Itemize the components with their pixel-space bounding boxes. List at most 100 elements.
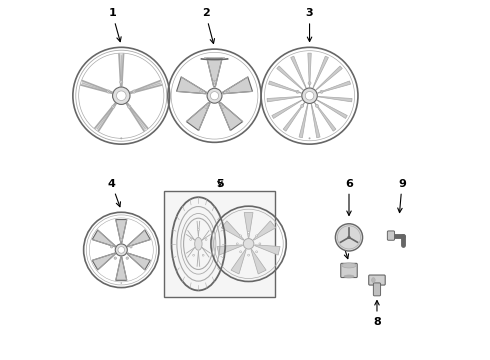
Polygon shape — [127, 230, 150, 247]
Circle shape — [126, 257, 128, 259]
Circle shape — [305, 91, 314, 100]
Circle shape — [226, 90, 229, 93]
Circle shape — [206, 106, 207, 108]
Polygon shape — [119, 54, 123, 86]
Circle shape — [247, 231, 249, 234]
Circle shape — [115, 258, 116, 259]
Polygon shape — [299, 104, 308, 138]
Circle shape — [247, 254, 249, 256]
Circle shape — [222, 106, 223, 108]
Polygon shape — [318, 81, 350, 93]
Circle shape — [256, 235, 258, 237]
Circle shape — [202, 255, 204, 256]
Polygon shape — [308, 53, 311, 87]
Polygon shape — [81, 81, 112, 93]
Circle shape — [236, 243, 238, 245]
Circle shape — [112, 105, 115, 108]
Circle shape — [127, 258, 128, 259]
Circle shape — [190, 239, 192, 240]
Ellipse shape — [371, 278, 375, 282]
Circle shape — [200, 91, 202, 92]
Polygon shape — [231, 249, 246, 274]
Polygon shape — [244, 212, 253, 238]
Text: 6: 6 — [345, 179, 353, 215]
Polygon shape — [255, 245, 280, 255]
Circle shape — [259, 243, 261, 245]
Circle shape — [120, 239, 122, 241]
Circle shape — [321, 91, 322, 93]
Polygon shape — [318, 96, 352, 102]
Circle shape — [133, 91, 135, 92]
Circle shape — [227, 91, 228, 92]
Polygon shape — [131, 81, 162, 93]
Ellipse shape — [344, 275, 354, 278]
Bar — [164, 191, 275, 297]
Circle shape — [207, 88, 222, 103]
Polygon shape — [317, 100, 347, 118]
Polygon shape — [315, 103, 336, 131]
Circle shape — [302, 88, 318, 103]
Circle shape — [120, 81, 122, 84]
Circle shape — [256, 251, 258, 253]
FancyBboxPatch shape — [341, 264, 357, 278]
Polygon shape — [217, 245, 243, 255]
Circle shape — [121, 282, 122, 284]
Circle shape — [130, 246, 132, 248]
Ellipse shape — [195, 238, 202, 250]
Text: 7: 7 — [336, 229, 348, 258]
Text: 4: 4 — [108, 179, 121, 207]
Circle shape — [301, 105, 303, 107]
Circle shape — [347, 236, 351, 239]
Circle shape — [117, 91, 126, 100]
Circle shape — [118, 247, 124, 253]
Circle shape — [205, 105, 208, 108]
Polygon shape — [291, 56, 306, 88]
Circle shape — [301, 104, 303, 107]
Polygon shape — [221, 221, 244, 240]
Text: 1: 1 — [108, 8, 121, 42]
Circle shape — [128, 105, 131, 108]
Polygon shape — [186, 103, 210, 131]
Polygon shape — [92, 253, 115, 270]
Circle shape — [115, 244, 127, 256]
Circle shape — [121, 138, 122, 139]
Polygon shape — [267, 96, 301, 102]
FancyBboxPatch shape — [368, 275, 385, 285]
Circle shape — [240, 235, 242, 237]
Polygon shape — [127, 103, 147, 131]
Circle shape — [111, 246, 112, 247]
Polygon shape — [251, 249, 266, 274]
Polygon shape — [92, 230, 115, 247]
Polygon shape — [253, 221, 276, 240]
Text: 9: 9 — [398, 179, 406, 212]
Circle shape — [200, 90, 203, 93]
Circle shape — [296, 90, 299, 93]
Polygon shape — [272, 100, 302, 118]
Circle shape — [107, 90, 110, 93]
Circle shape — [309, 82, 310, 84]
Circle shape — [240, 251, 242, 253]
Circle shape — [114, 257, 117, 259]
Circle shape — [193, 255, 195, 256]
Polygon shape — [176, 77, 206, 94]
Polygon shape — [283, 103, 305, 131]
Circle shape — [221, 105, 224, 108]
Circle shape — [297, 91, 298, 93]
Polygon shape — [116, 220, 127, 243]
FancyBboxPatch shape — [373, 283, 381, 296]
Text: 2: 2 — [202, 8, 215, 44]
Circle shape — [210, 92, 219, 100]
Text: 5: 5 — [216, 179, 224, 189]
Circle shape — [197, 229, 199, 231]
Circle shape — [309, 138, 311, 139]
FancyBboxPatch shape — [388, 231, 394, 240]
Circle shape — [316, 105, 318, 107]
Circle shape — [308, 82, 311, 85]
Circle shape — [113, 87, 130, 104]
Polygon shape — [207, 58, 222, 87]
Polygon shape — [223, 77, 252, 94]
Circle shape — [244, 239, 254, 249]
Circle shape — [121, 81, 122, 83]
Circle shape — [205, 239, 207, 240]
Polygon shape — [311, 104, 320, 138]
